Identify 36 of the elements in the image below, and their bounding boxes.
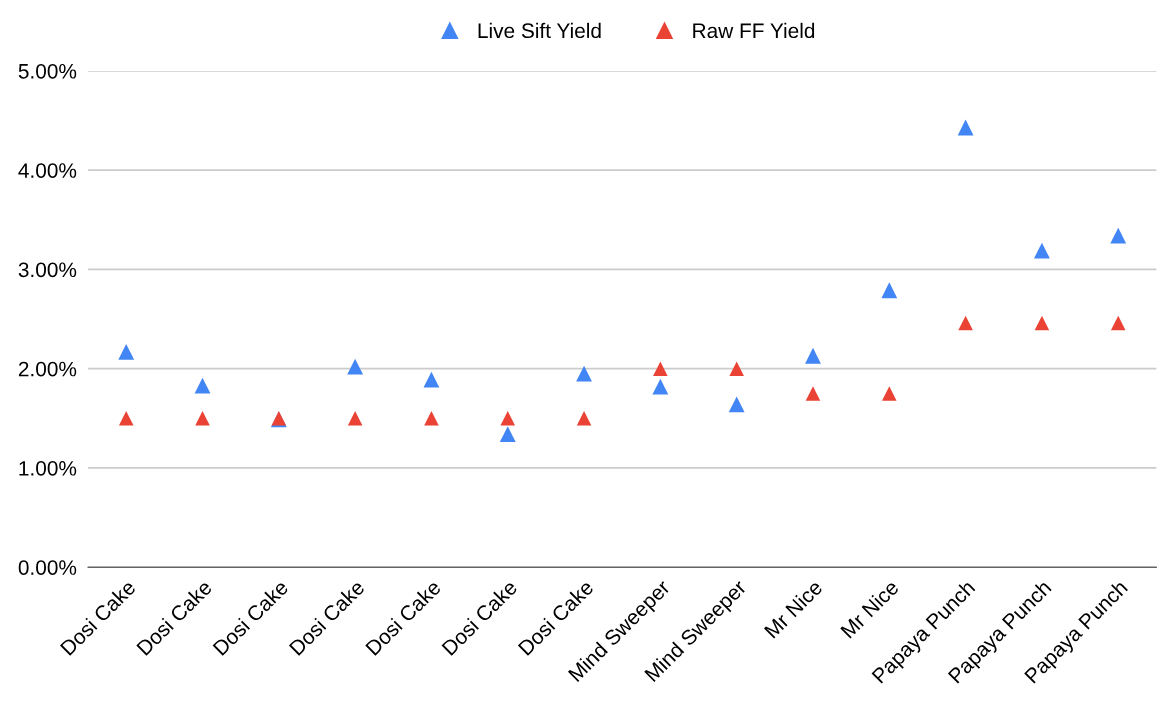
y-tick-label: 5.00%	[18, 63, 77, 79]
point	[653, 361, 668, 376]
x-tick-label: Mr Nice	[839, 578, 900, 639]
point	[652, 378, 669, 395]
y-tick-label: 0.00%	[18, 560, 77, 575]
point	[500, 411, 516, 426]
point	[729, 361, 744, 376]
point	[1110, 227, 1127, 244]
point	[424, 411, 439, 426]
point	[423, 371, 440, 388]
point	[118, 343, 135, 360]
point	[805, 347, 821, 364]
point	[1034, 315, 1050, 331]
point	[194, 377, 211, 394]
y-tick-label: 4.00%	[18, 163, 77, 178]
point	[118, 411, 134, 426]
point	[499, 426, 516, 443]
legend-label: Live Sift Yield	[478, 22, 601, 39]
point	[881, 282, 898, 299]
point	[958, 315, 973, 331]
y-tick-label: 1.00%	[19, 460, 77, 476]
y-tick-label: 2.00%	[18, 361, 77, 377]
point	[576, 411, 592, 426]
point	[805, 386, 821, 401]
point	[882, 386, 897, 401]
point	[347, 411, 363, 426]
point	[576, 365, 592, 382]
x-tick-label: Mr Nice	[763, 578, 824, 639]
point	[1110, 315, 1126, 331]
point	[347, 358, 364, 375]
point	[195, 411, 210, 426]
point	[1034, 242, 1050, 259]
y-tick-label: 3.00%	[18, 262, 77, 278]
point	[957, 119, 974, 136]
point	[728, 396, 745, 413]
legend-label: Raw FF Yield	[693, 22, 815, 39]
